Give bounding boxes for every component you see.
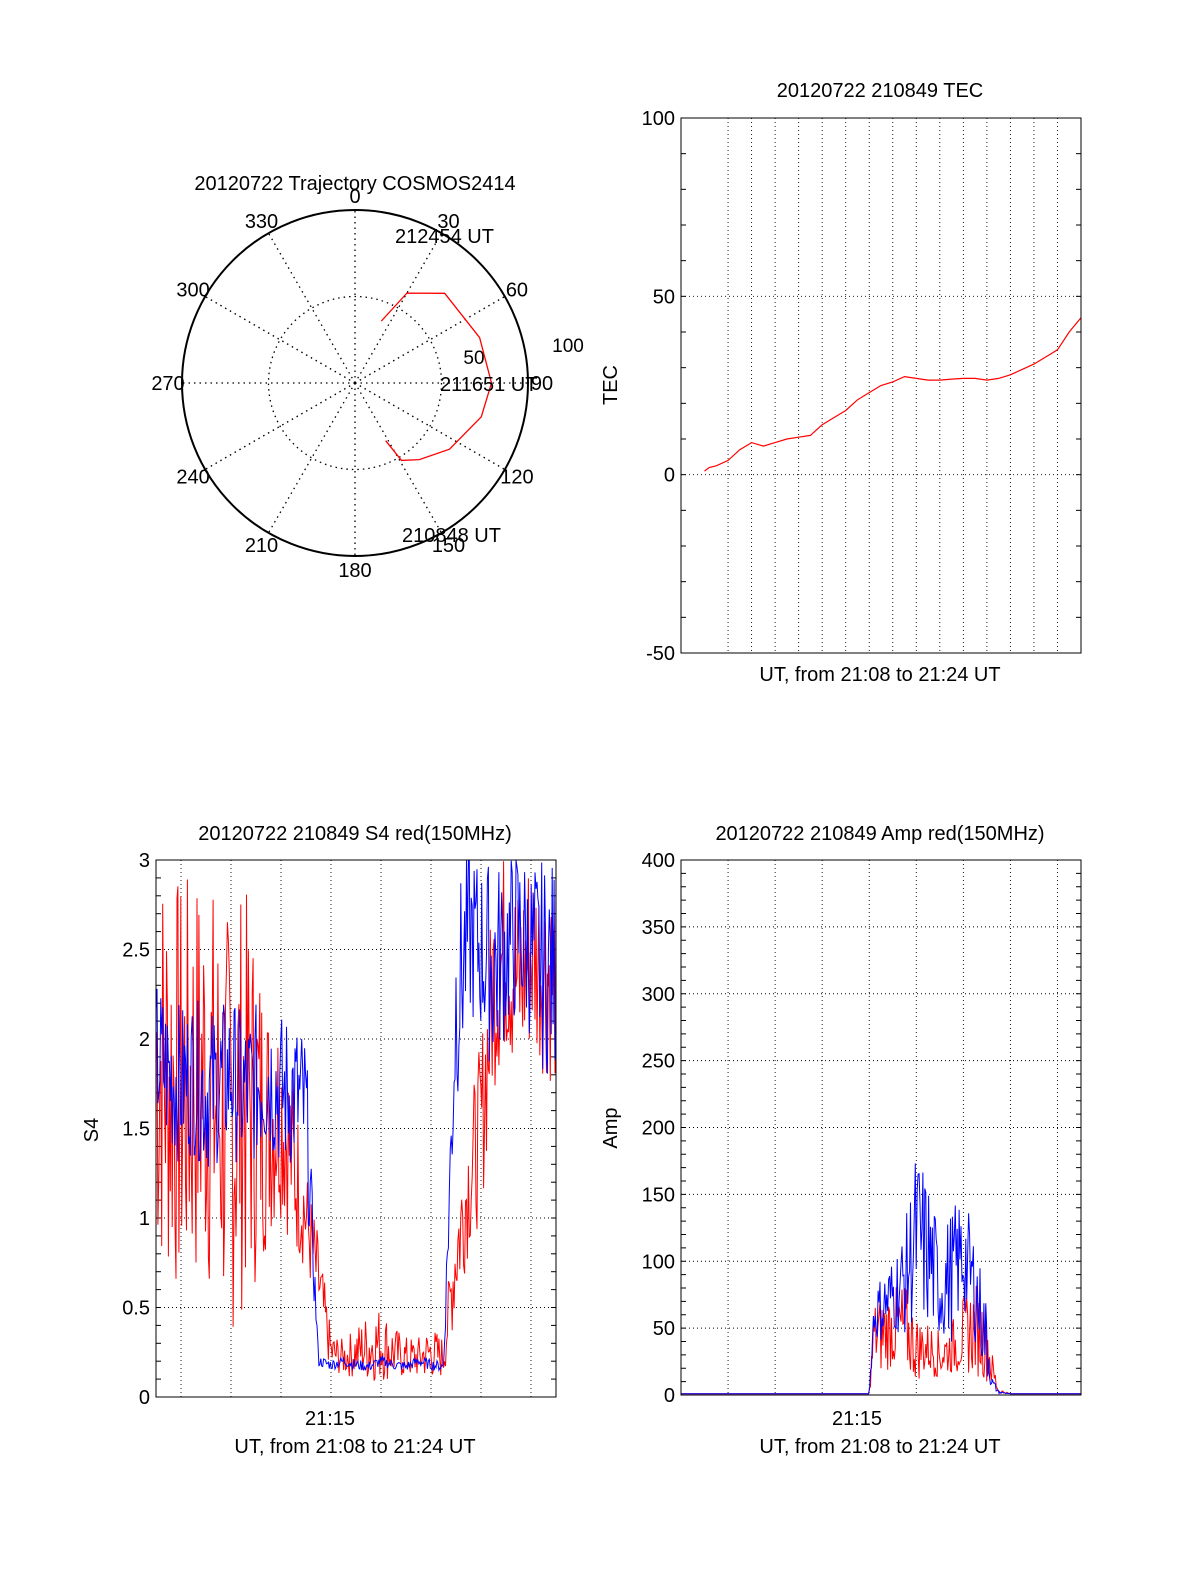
radius-label-100: 100 [552,336,584,357]
polar-spoke-150 [354,382,443,534]
s4-ylabel: S4 [81,1118,103,1142]
polar-angle-labels: 0 30 60 90 120 150 180 210 240 270 300 330 [151,186,553,582]
tec-grid [681,118,1081,653]
ytick-label-1: 1 [139,1208,150,1230]
amp-xlabel: UT, from 21:08 to 21:24 UT [759,1436,1000,1458]
polar-grid [181,209,529,557]
ytick-label-2.5: 2.5 [122,940,150,962]
ytick-label-150: 150 [642,1184,675,1206]
amp-xtick-label: 21:15 [832,1408,882,1430]
amp-series [681,1163,1081,1395]
s4-y-tick-labels: 3 2.5 2 1.5 1 0.5 0 [122,850,150,1409]
angle-label-180: 180 [338,560,371,582]
ytick-label-0: 0 [664,1385,675,1407]
angle-label-150: 150 [432,535,465,557]
trajectory-line [380,292,493,462]
tec-title: 20120722 210849 TEC [777,80,983,102]
polar-spoke-330 [267,232,356,384]
s4-title: 20120722 210849 S4 red(150MHz) [198,823,512,845]
s4-xtick-label: 21:15 [305,1408,355,1430]
s4-series [155,859,557,1381]
ytick-label-2: 2 [139,1029,150,1051]
ytick-label-300: 300 [642,984,675,1006]
series-red [704,317,1082,472]
polar-spoke-240 [204,382,356,471]
polar-spoke-60 [354,295,506,384]
angle-label-0: 0 [349,186,360,208]
amp-panel: 20120722 210849 Amp red(150MHz) 400 350 30… [600,823,1082,1458]
ytick-label-50: 50 [653,1318,675,1340]
annotation-end-time: 212454 UT [395,226,494,248]
s4-xlabel: UT, from 21:08 to 21:24 UT [234,1436,475,1458]
angle-label-90: 90 [531,373,553,395]
series-red [681,1285,1081,1395]
tec-ylabel: TEC [600,365,622,405]
tec-y-tick-labels: 100 50 0 -50 [642,108,675,665]
amp-y-tick-labels: 400 350 300 250 200 150 100 50 0 [642,850,675,1407]
series-red [155,861,557,1381]
annotation-start-time: 210848 UT [402,525,501,547]
amp-title: 20120722 210849 Amp red(150MHz) [715,823,1044,845]
polar-panel: 20120722 Trajectory COSMOS2414 0 30 60 90 12… [151,173,584,582]
tec-series [704,317,1082,472]
s4-plot-frame [155,859,557,1398]
ytick-label-200: 200 [642,1118,675,1140]
radius-label-50: 50 [463,348,484,369]
angle-label-240: 240 [176,467,209,489]
ytick-label-3: 3 [139,850,150,872]
amp-plot-frame [680,859,1082,1396]
amp-ylabel: Amp [600,1107,622,1148]
polar-trajectory [380,292,493,462]
ytick-label-100: 100 [642,1251,675,1273]
series-blue [155,859,557,1373]
polar-spoke-30 [354,232,443,384]
ytick-label--50: -50 [646,643,675,665]
tec-xlabel: UT, from 21:08 to 21:24 UT [759,664,1000,686]
angle-label-120: 120 [500,467,533,489]
polar-spoke-300 [204,295,356,384]
tec-plot-frame [680,117,1082,654]
ytick-label-100: 100 [642,108,675,130]
polar-title: 20120722 Trajectory COSMOS2414 [194,173,515,195]
ytick-label-0: 0 [139,1387,150,1409]
ytick-label-350: 350 [642,917,675,939]
angle-label-210: 210 [245,535,278,557]
ytick-label-0.5: 0.5 [122,1298,150,1320]
ytick-label-1.5: 1.5 [122,1119,150,1141]
s4-grid [156,860,556,1397]
s4-panel: 20120722 210849 S4 red(150MHz) 3 2.5 2 1.5 1… [81,823,557,1458]
angle-label-270: 270 [151,373,184,395]
tec-panel: 20120722 210849 TEC 100 50 0 -50 TEC UT, fr… [600,80,1082,686]
polar-spoke-120 [354,382,506,471]
polar-outer-ring [181,209,529,557]
amp-grid [681,860,1081,1395]
series-blue [681,1163,1081,1395]
ytick-label-400: 400 [642,850,675,872]
annotation-mid-time: 211651 UT [440,374,537,396]
angle-label-330: 330 [245,211,278,233]
ytick-label-0: 0 [664,465,675,487]
ytick-label-250: 250 [642,1051,675,1073]
ytick-label-50: 50 [653,286,675,308]
angle-label-300: 300 [176,280,209,302]
angle-label-30: 30 [437,211,459,233]
polar-inner-ring [267,295,443,471]
angle-label-60: 60 [506,280,528,302]
polar-spoke-210 [267,382,356,534]
